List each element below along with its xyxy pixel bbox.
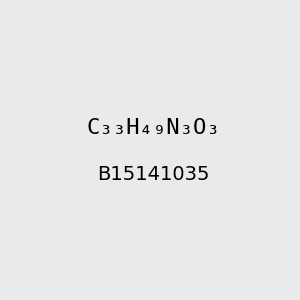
Text: B15141035: B15141035 [98, 165, 210, 184]
Text: C₃₃H₄₉N₃O₃: C₃₃H₄₉N₃O₃ [87, 118, 220, 138]
